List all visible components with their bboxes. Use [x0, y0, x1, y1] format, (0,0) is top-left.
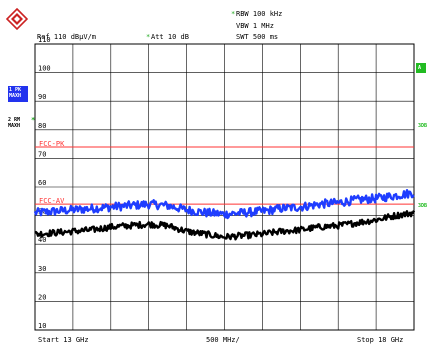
y-tick-label: 100 [38, 65, 51, 73]
trace1-box: 1 PK MAXH [8, 86, 28, 102]
rbw-star: * [231, 10, 236, 18]
y-tick-label: 80 [38, 122, 46, 130]
trace2-text: 2 RM MAXH [8, 117, 21, 129]
y-tick-label: 10 [38, 322, 46, 330]
y-tick-label: 90 [38, 93, 46, 101]
rohde-schwarz-logo [6, 8, 28, 30]
ref-level-label: Ref 110 dBµV/m [37, 33, 97, 41]
right-a-label: A [418, 65, 422, 71]
right-a-box [416, 63, 426, 73]
rbw-label: RBW 100 kHz [236, 10, 283, 18]
trace2-label: 2 RM MAXH [8, 117, 30, 129]
stop-frequency: Stop 18 GHz [357, 336, 404, 344]
right-3db-label: 3DB [418, 123, 428, 129]
y-tick-label: 30 [38, 265, 46, 273]
vbw-label: VBW 1 MHz [236, 22, 274, 30]
span-per-div: 500 MHz/ [206, 336, 240, 344]
trace-line [34, 210, 416, 241]
y-tick-label: 40 [38, 236, 46, 244]
trace-line [33, 189, 415, 220]
y-tick-label: 110 [38, 36, 51, 44]
y-tick-label: 20 [38, 293, 46, 301]
limit-line-label: FCC-AV [39, 197, 65, 205]
right-3db-label-2: 3DB [418, 203, 428, 209]
attenuation-label: Att 10 dB [151, 33, 189, 41]
y-tick-label: 60 [38, 179, 46, 187]
sweep-time-label: SWT 500 ms [236, 33, 279, 41]
start-frequency: Start 13 GHz [38, 336, 89, 344]
att-star: * [146, 33, 151, 41]
limit-line-label: FCC-PK [39, 140, 65, 148]
trace2-star: * [31, 116, 36, 124]
trace1-label: 1 PK MAXH [9, 87, 22, 99]
y-tick-label: 70 [38, 150, 46, 158]
